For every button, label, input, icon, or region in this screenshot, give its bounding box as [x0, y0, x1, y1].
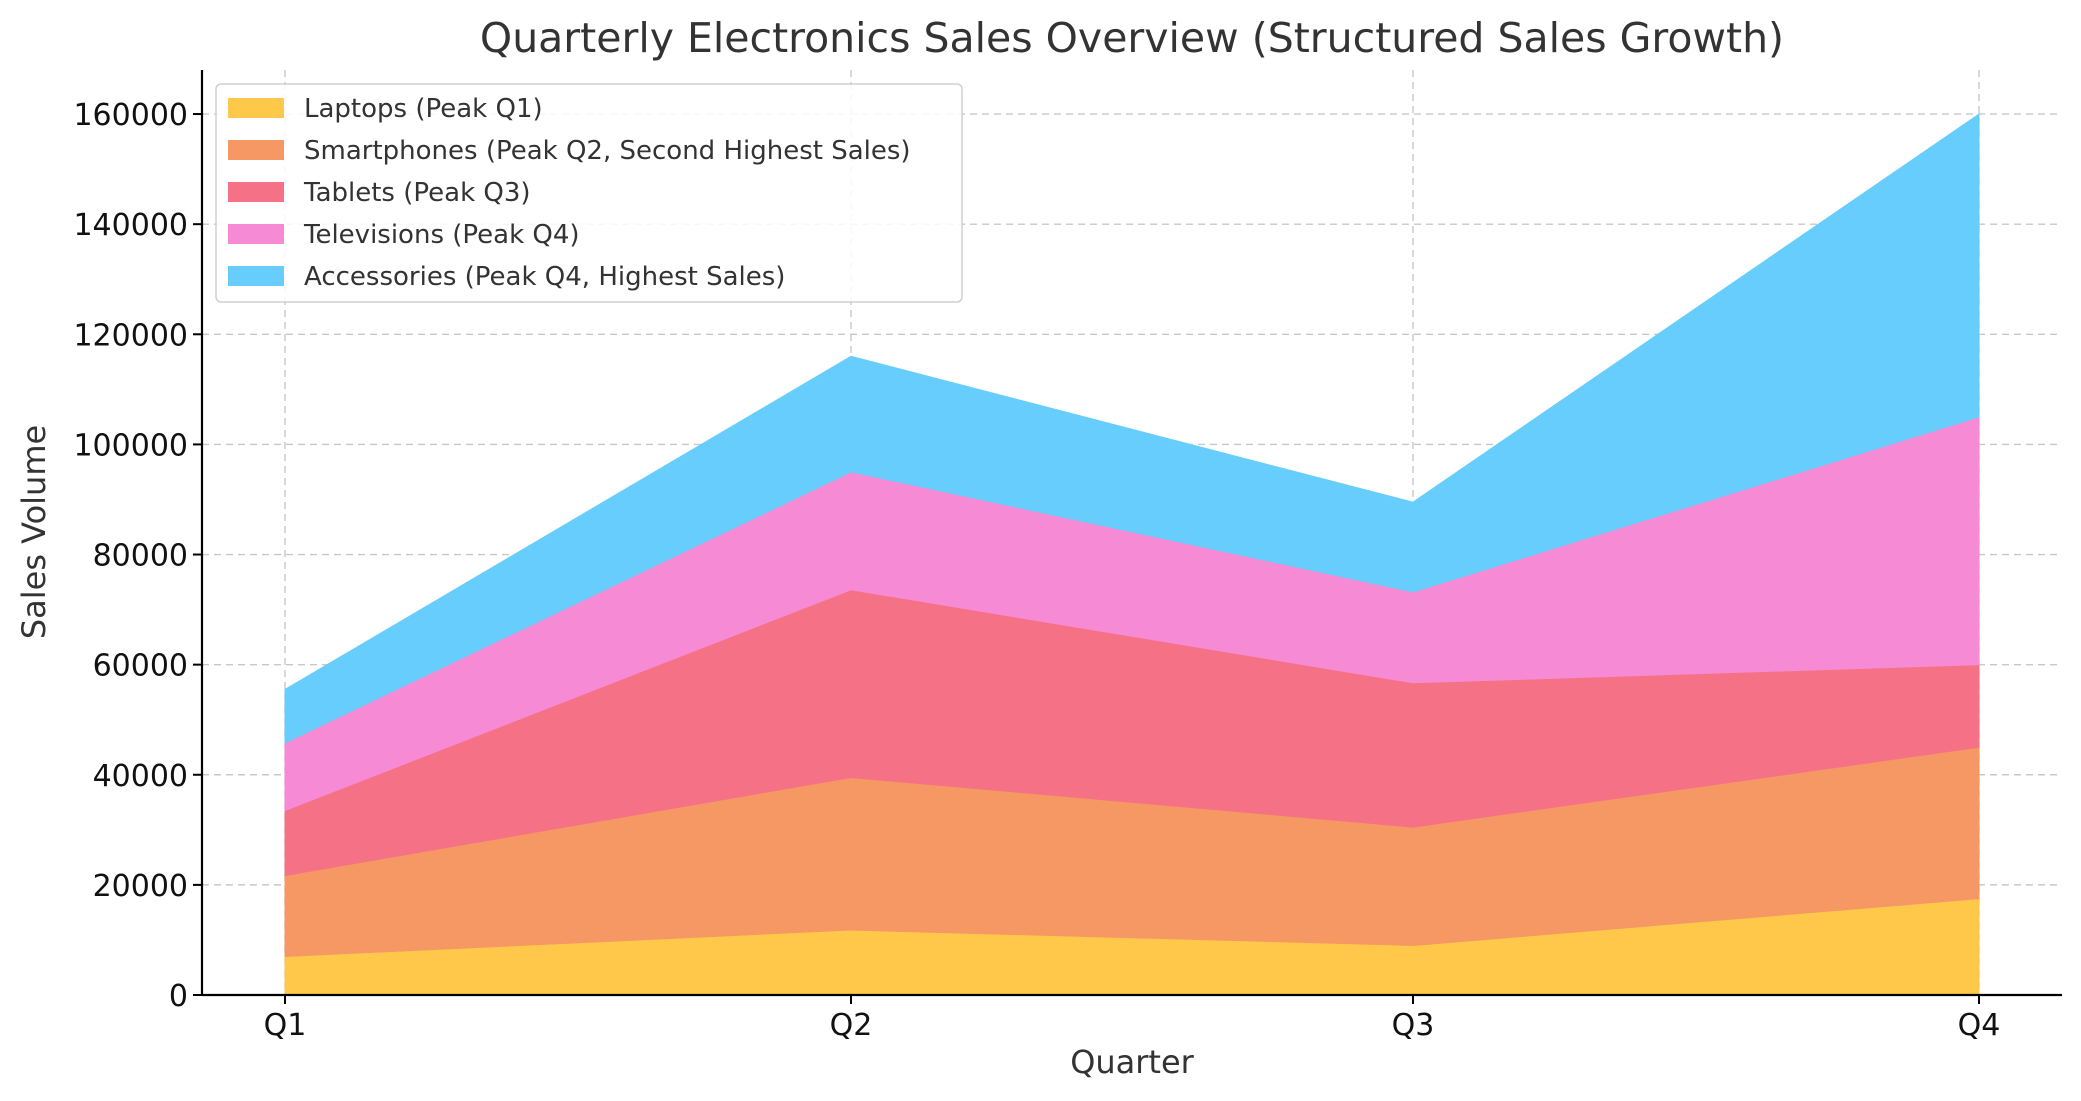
legend-swatch-tablets	[228, 182, 284, 202]
y-ticks: 0 20000 40000 60000 80000 100000 120000 140000 1…	[73, 98, 202, 1014]
chart-title: Quarterly Electronics Sales Overview (St…	[480, 14, 1784, 62]
legend-swatch-televisions	[228, 224, 284, 244]
y-tick-label: 40000	[93, 759, 188, 794]
legend-label-smartphones: Smartphones (Peak Q2, Second Highest Sal…	[304, 136, 911, 166]
legend-swatch-laptops	[228, 98, 284, 118]
y-tick-label: 0	[169, 979, 188, 1014]
legend-swatch-accessories	[228, 266, 284, 286]
legend-swatch-smartphones	[228, 140, 284, 160]
legend-label-televisions: Televisions (Peak Q4)	[303, 220, 580, 250]
x-tick-label: Q3	[1392, 1008, 1435, 1043]
x-ticks: Q1 Q2 Q3 Q4	[264, 995, 2001, 1043]
area-accessories	[284, 113, 1980, 744]
y-tick-label: 20000	[93, 869, 188, 904]
x-tick-label: Q1	[264, 1008, 307, 1043]
legend-label-accessories: Accessories (Peak Q4, Highest Sales)	[304, 262, 785, 292]
y-axis-label: Sales Volume	[15, 425, 53, 639]
x-tick-label: Q2	[830, 1008, 873, 1043]
area-series	[284, 113, 1980, 996]
legend-label-laptops: Laptops (Peak Q1)	[304, 94, 543, 124]
y-tick-label: 160000	[73, 98, 188, 133]
y-tick-label: 60000	[93, 649, 188, 684]
legend-box	[215, 83, 963, 303]
y-tick-label: 120000	[73, 318, 188, 353]
x-axis-label: Quarter	[1070, 1043, 1194, 1081]
legend-label-tablets: Tablets (Peak Q3)	[303, 178, 531, 208]
x-tick-label: Q4	[1958, 1008, 2001, 1043]
legend: Laptops (Peak Q1) Smartphones (Peak Q2, S…	[215, 83, 963, 303]
y-tick-label: 140000	[73, 208, 188, 243]
y-tick-label: 80000	[93, 539, 188, 574]
y-tick-label: 100000	[73, 428, 188, 463]
